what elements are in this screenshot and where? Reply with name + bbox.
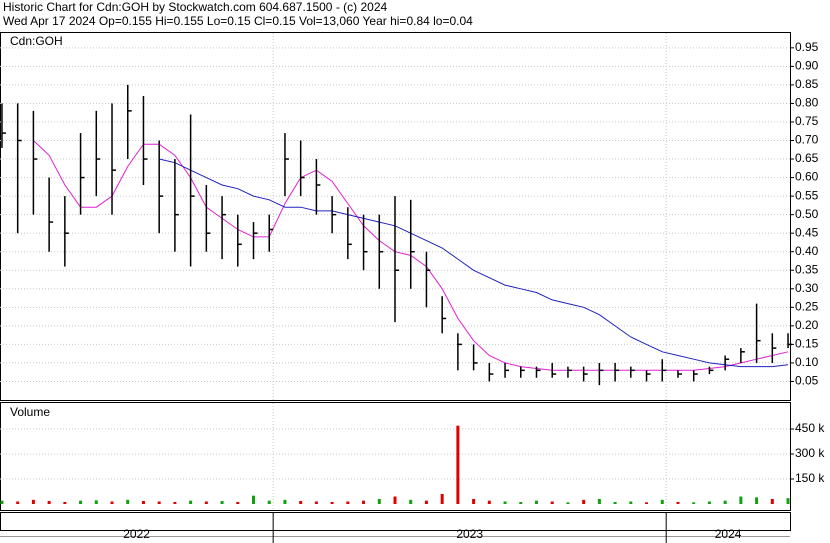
volume-bar [126, 499, 130, 504]
volume-bar [314, 501, 318, 504]
volume-bar [63, 502, 67, 504]
volume-bar [94, 500, 98, 504]
volume-bar [204, 501, 208, 504]
volume-bar [503, 501, 507, 504]
volume-bar [393, 496, 397, 504]
volume-bar [424, 500, 428, 504]
volume-bar [613, 502, 617, 504]
volume-bar [770, 499, 774, 504]
volume-bar [755, 497, 759, 504]
y-tick-label: 0.50 [795, 207, 819, 221]
price-panel [0, 32, 791, 401]
volume-bar [47, 501, 51, 504]
volume-bar [79, 500, 83, 504]
x-tick-label: 2024 [715, 527, 742, 541]
y-tick-label: 0.10 [795, 355, 819, 369]
volume-bar [519, 502, 523, 504]
y-tick-label: 0.85 [795, 77, 819, 91]
volume-bar [456, 425, 460, 504]
y-tick-label: 0.65 [795, 151, 819, 165]
y-tick-label: 0.70 [795, 133, 819, 147]
volume-bar [220, 501, 224, 504]
y-tick-label: 0.35 [795, 262, 819, 276]
volume-bar [346, 501, 350, 504]
x-tick-label: 2023 [456, 527, 483, 541]
y-tick-label: 0.25 [795, 299, 819, 313]
volume-bar [692, 502, 696, 504]
volume-bar [550, 501, 554, 504]
panel-label: Cdn:GOH [10, 34, 63, 48]
y-tick-label: 0.60 [795, 170, 819, 184]
y-tick-label: 0.90 [795, 59, 819, 73]
header-line: Wed Apr 17 2024 Op=0.155 Hi=0.155 Lo=0.1… [3, 14, 473, 28]
y-tick-label: 450 k [795, 421, 825, 435]
volume-bar [267, 500, 271, 504]
volume-bar [330, 502, 334, 504]
volume-bar [377, 499, 381, 504]
y-tick-label: 0.30 [795, 281, 819, 295]
volume-bar [299, 501, 303, 504]
volume-bar [707, 501, 711, 504]
y-tick-label: 0.55 [795, 188, 819, 202]
volume-bar [0, 500, 4, 504]
volume-bar [660, 499, 664, 504]
volume-bar [252, 495, 256, 504]
volume-bar [31, 499, 35, 504]
y-tick-label: 0.20 [795, 318, 819, 332]
volume-bar [566, 502, 570, 504]
y-tick-label: 0.95 [795, 40, 819, 54]
y-tick-label: 0.40 [795, 244, 819, 258]
y-tick-label: 150 k [795, 471, 825, 485]
volume-bar [409, 499, 413, 504]
y-tick-label: 0.05 [795, 374, 819, 388]
date-band [0, 512, 791, 531]
y-tick-label: 0.75 [795, 114, 819, 128]
volume-bar [786, 498, 790, 504]
x-tick-label: 2022 [123, 527, 150, 541]
volume-bar [157, 501, 161, 504]
y-tick-label: 300 k [795, 446, 825, 460]
volume-bar [189, 500, 193, 504]
volume-bar [534, 500, 538, 504]
volume-bar [236, 502, 240, 504]
volume-bar [472, 499, 476, 504]
volume-bar [739, 496, 743, 504]
y-tick-label: 0.15 [795, 337, 819, 351]
volume-bar [141, 501, 145, 504]
volume-bar [110, 501, 114, 504]
volume-bar [362, 500, 366, 504]
volume-bar [723, 500, 727, 504]
volume-bar [283, 499, 287, 504]
volume-panel [0, 402, 791, 511]
y-tick-label: 0.45 [795, 225, 819, 239]
volume-bar [173, 502, 177, 504]
volume-bar [629, 501, 633, 504]
moving-average [159, 158, 789, 368]
volume-bar [676, 502, 680, 504]
volume-bar [487, 500, 491, 504]
volume-bar [645, 502, 649, 504]
volume-bar [440, 494, 444, 504]
header-line: Historic Chart for Cdn:GOH by Stockwatch… [3, 0, 387, 14]
volume-bar [582, 499, 586, 504]
volume-bar [597, 499, 601, 504]
panel-label: Volume [10, 405, 50, 419]
volume-bar [16, 501, 20, 504]
y-tick-label: 0.80 [795, 96, 819, 110]
